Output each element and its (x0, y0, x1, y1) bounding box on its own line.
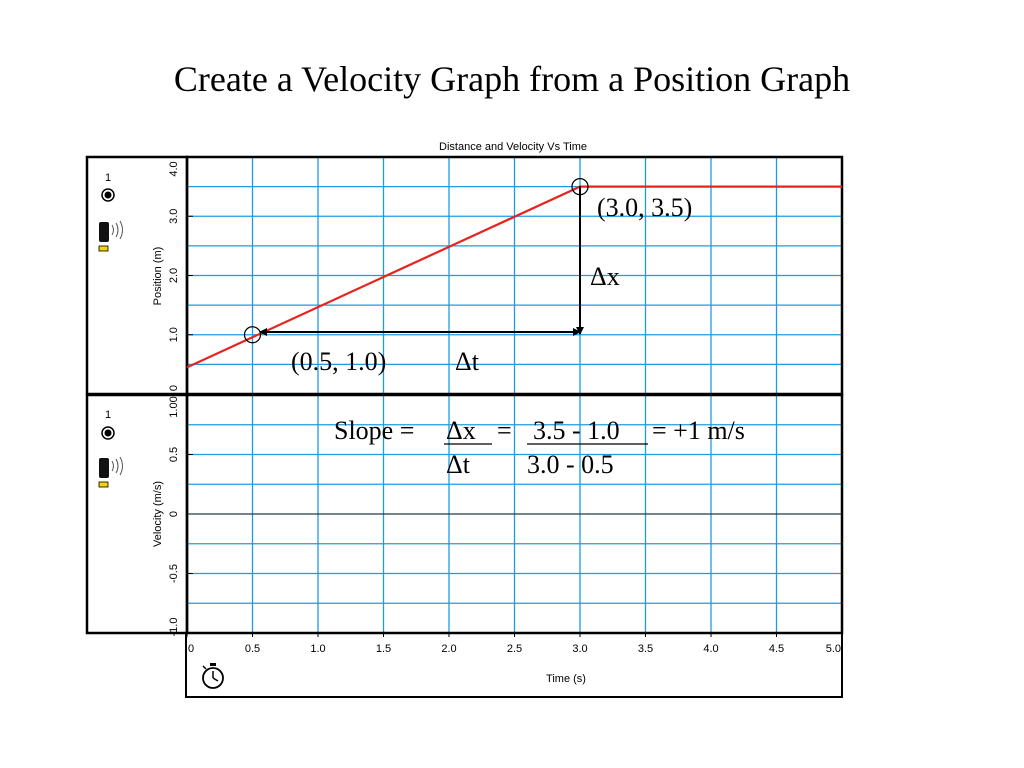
time-x-ticks: 0 0.5 1.0 1.5 2.0 2.5 3.0 3.5 4.0 4.5 5.0 (186, 633, 843, 655)
x-tick-label: 0.5 (245, 643, 260, 655)
position-grid (187, 157, 842, 394)
slope-denominator: Δt (446, 450, 471, 479)
slide-title: Create a Velocity Graph from a Position … (173, 59, 851, 99)
velocity-sensor-radio-icon (101, 426, 115, 440)
velocity-sensor-number: 1 (105, 409, 111, 421)
x-tick-label: 4.0 (703, 643, 718, 655)
y-tick-label: 4.0 (168, 161, 180, 176)
point-top-label: (3.0, 3.5) (597, 193, 692, 222)
x-tick-label: 0 (188, 643, 194, 655)
velocity-motion-sensor-icon (98, 456, 123, 488)
y-tick-label: 1.00 (168, 396, 180, 417)
slope-values-numerator: 3.5 - 1.0 (533, 416, 620, 445)
time-axis-frame (185, 632, 843, 698)
velocity-y-ticks: -1.0 -0.5 0 0.5 1.00 (168, 394, 193, 637)
x-tick-label: 1.5 (376, 643, 391, 655)
x-tick-label: 4.5 (769, 643, 784, 655)
y-tick-label: 2.0 (168, 268, 180, 283)
slope-label: Slope = (334, 416, 414, 445)
position-motion-sensor-icon (98, 220, 123, 252)
point-bottom-label: (0.5, 1.0) (291, 347, 386, 376)
y-tick-label: 3.0 (168, 209, 180, 224)
x-tick-label: 3.5 (638, 643, 653, 655)
x-tick-label: 2.5 (507, 643, 522, 655)
velocity-axis-label: Velocity (m/s) (152, 481, 164, 547)
position-sensor-number: 1 (105, 172, 111, 184)
slope-numerator: Δx (446, 416, 476, 445)
chart-title: Distance and Velocity Vs Time (439, 141, 587, 153)
x-tick-label: 5.0 (826, 643, 841, 655)
slope-equals: = (497, 416, 512, 445)
y-tick-label: 0 (168, 511, 180, 517)
y-tick-label: 0.5 (168, 447, 180, 462)
x-tick-label: 2.0 (441, 643, 456, 655)
position-y-ticks: 0 1.0 2.0 3.0 4.0 (168, 156, 193, 395)
delta-t-label: Δt (455, 347, 480, 376)
x-tick-label: 3.0 (572, 643, 587, 655)
y-tick-label: 0 (168, 385, 180, 391)
slope-result: = +1 m/s (652, 416, 745, 445)
slope-values-denominator: 3.0 - 0.5 (527, 450, 614, 479)
y-tick-label: -0.5 (168, 564, 180, 583)
x-tick-label: 1.0 (310, 643, 325, 655)
delta-x-label: Δx (590, 262, 620, 291)
y-tick-label: -1.0 (168, 618, 180, 637)
stopwatch-icon[interactable] (202, 663, 224, 689)
position-sensor-radio-icon (101, 188, 115, 202)
time-axis-label: Time (s) (546, 673, 586, 685)
position-axis-label: Position (m) (152, 247, 164, 306)
y-tick-label: 1.0 (168, 327, 180, 342)
